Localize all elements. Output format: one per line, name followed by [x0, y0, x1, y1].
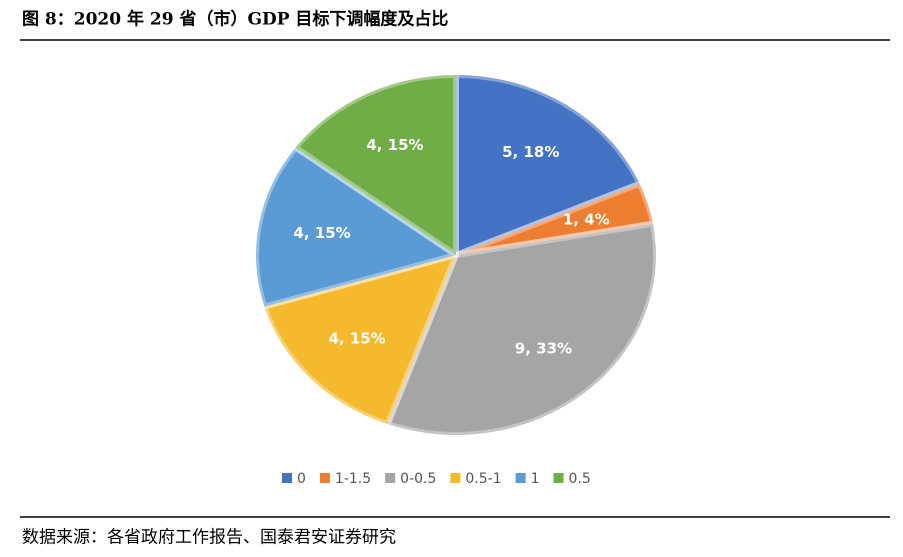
- legend: 0 1-1.5 0-0.5 0.5-1 1 0.5: [282, 471, 591, 487]
- legend-swatch: [385, 473, 396, 483]
- pie-slice: [261, 252, 459, 428]
- data-label: 4, 15%: [366, 136, 423, 154]
- legend-swatch: [319, 473, 330, 483]
- pie-slice: [384, 220, 659, 438]
- legend-label: 0: [297, 471, 306, 487]
- pie-slice: [453, 72, 643, 258]
- pie-slice: [292, 72, 459, 258]
- legend-label: 0.5: [569, 471, 591, 487]
- data-label: 4, 15%: [293, 224, 350, 242]
- legend-label: 0-0.5: [400, 471, 436, 487]
- source: 数据来源：各省政府工作报告、国泰君安证券研究: [22, 528, 396, 548]
- legend-swatch: [515, 473, 526, 483]
- legend-swatch: [553, 473, 564, 483]
- pie-slice: [453, 180, 656, 258]
- legend-label: 1-1.5: [335, 471, 371, 487]
- legend-swatch: [282, 473, 292, 483]
- legend-label: 0.5-1: [465, 471, 501, 487]
- data-label: 9, 33%: [515, 339, 572, 357]
- pie: 5, 18% 1, 4% 9, 33% 4, 15% 4, 15% 4, 15%: [253, 72, 659, 438]
- data-label: 5, 18%: [502, 143, 559, 161]
- legend-swatch: [450, 473, 461, 483]
- chart-title: 图 8：2020 年 29 省（市）GDP 目标下调幅度及占比: [22, 9, 448, 30]
- data-label: 1, 4%: [563, 210, 610, 228]
- legend-label: 1: [531, 471, 540, 487]
- data-label: 4, 15%: [328, 329, 385, 347]
- pie-slice: [253, 144, 459, 310]
